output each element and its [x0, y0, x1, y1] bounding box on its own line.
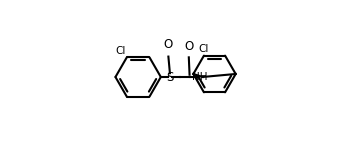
Text: S: S: [166, 71, 174, 83]
Text: Cl: Cl: [198, 44, 208, 54]
Text: O: O: [164, 38, 173, 51]
Text: Cl: Cl: [115, 46, 126, 56]
Text: NH: NH: [191, 72, 207, 82]
Text: O: O: [184, 40, 193, 53]
